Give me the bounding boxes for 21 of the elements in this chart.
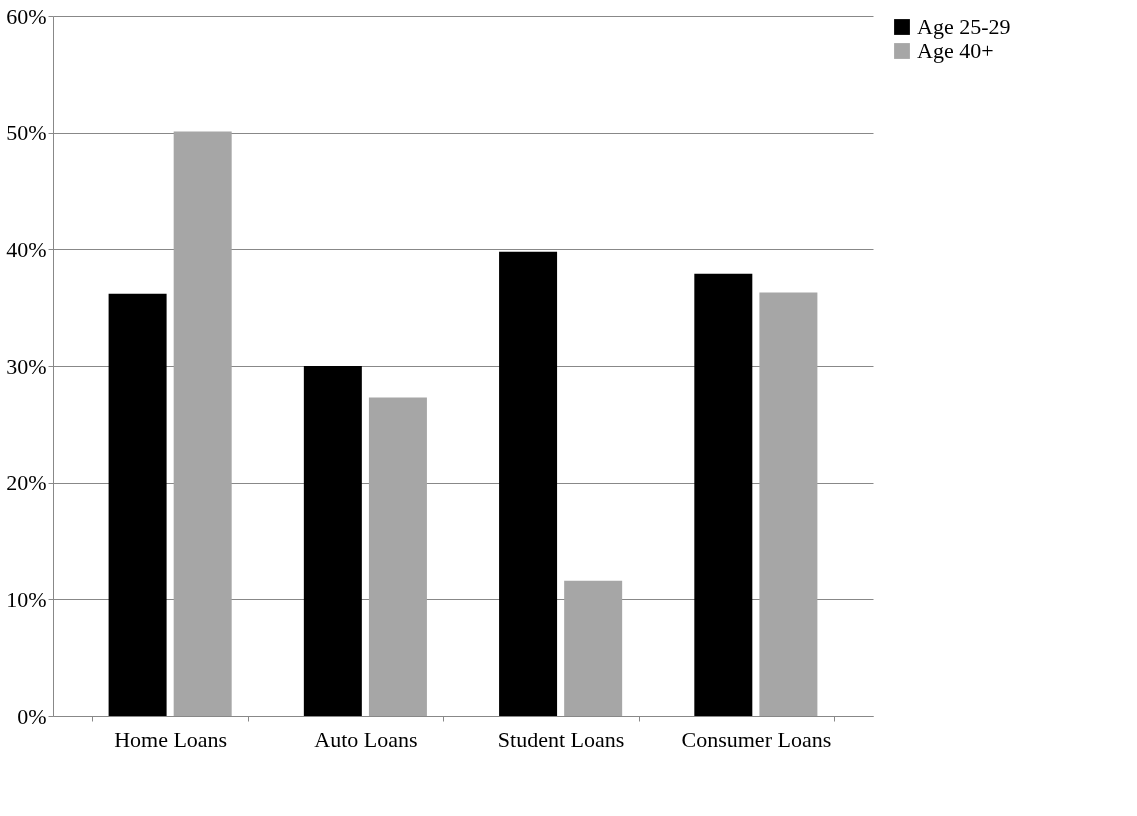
y-tick-label: 0% <box>17 703 47 729</box>
bar <box>108 293 167 716</box>
x-tick-label: Consumer Loans <box>681 726 832 752</box>
legend-label: Age 25-29 <box>917 14 1011 39</box>
bar <box>564 580 623 716</box>
bar <box>694 273 753 716</box>
x-tick-label: Auto Loans <box>314 726 418 752</box>
x-tick-label: Student Loans <box>497 726 625 752</box>
y-tick-label: 20% <box>6 470 47 496</box>
bar <box>759 292 818 716</box>
y-tick-label: 30% <box>6 353 47 379</box>
x-tick-label: Home Loans <box>114 726 228 752</box>
bar <box>303 366 362 716</box>
legend-label: Age 40+ <box>917 38 994 63</box>
y-tick-label: 40% <box>6 236 47 262</box>
y-tick-label: 10% <box>6 586 47 612</box>
y-tick-label: 50% <box>6 120 47 146</box>
bar <box>368 397 427 716</box>
bar <box>499 251 558 716</box>
bar <box>173 131 232 716</box>
y-tick-label: 60% <box>6 3 47 29</box>
